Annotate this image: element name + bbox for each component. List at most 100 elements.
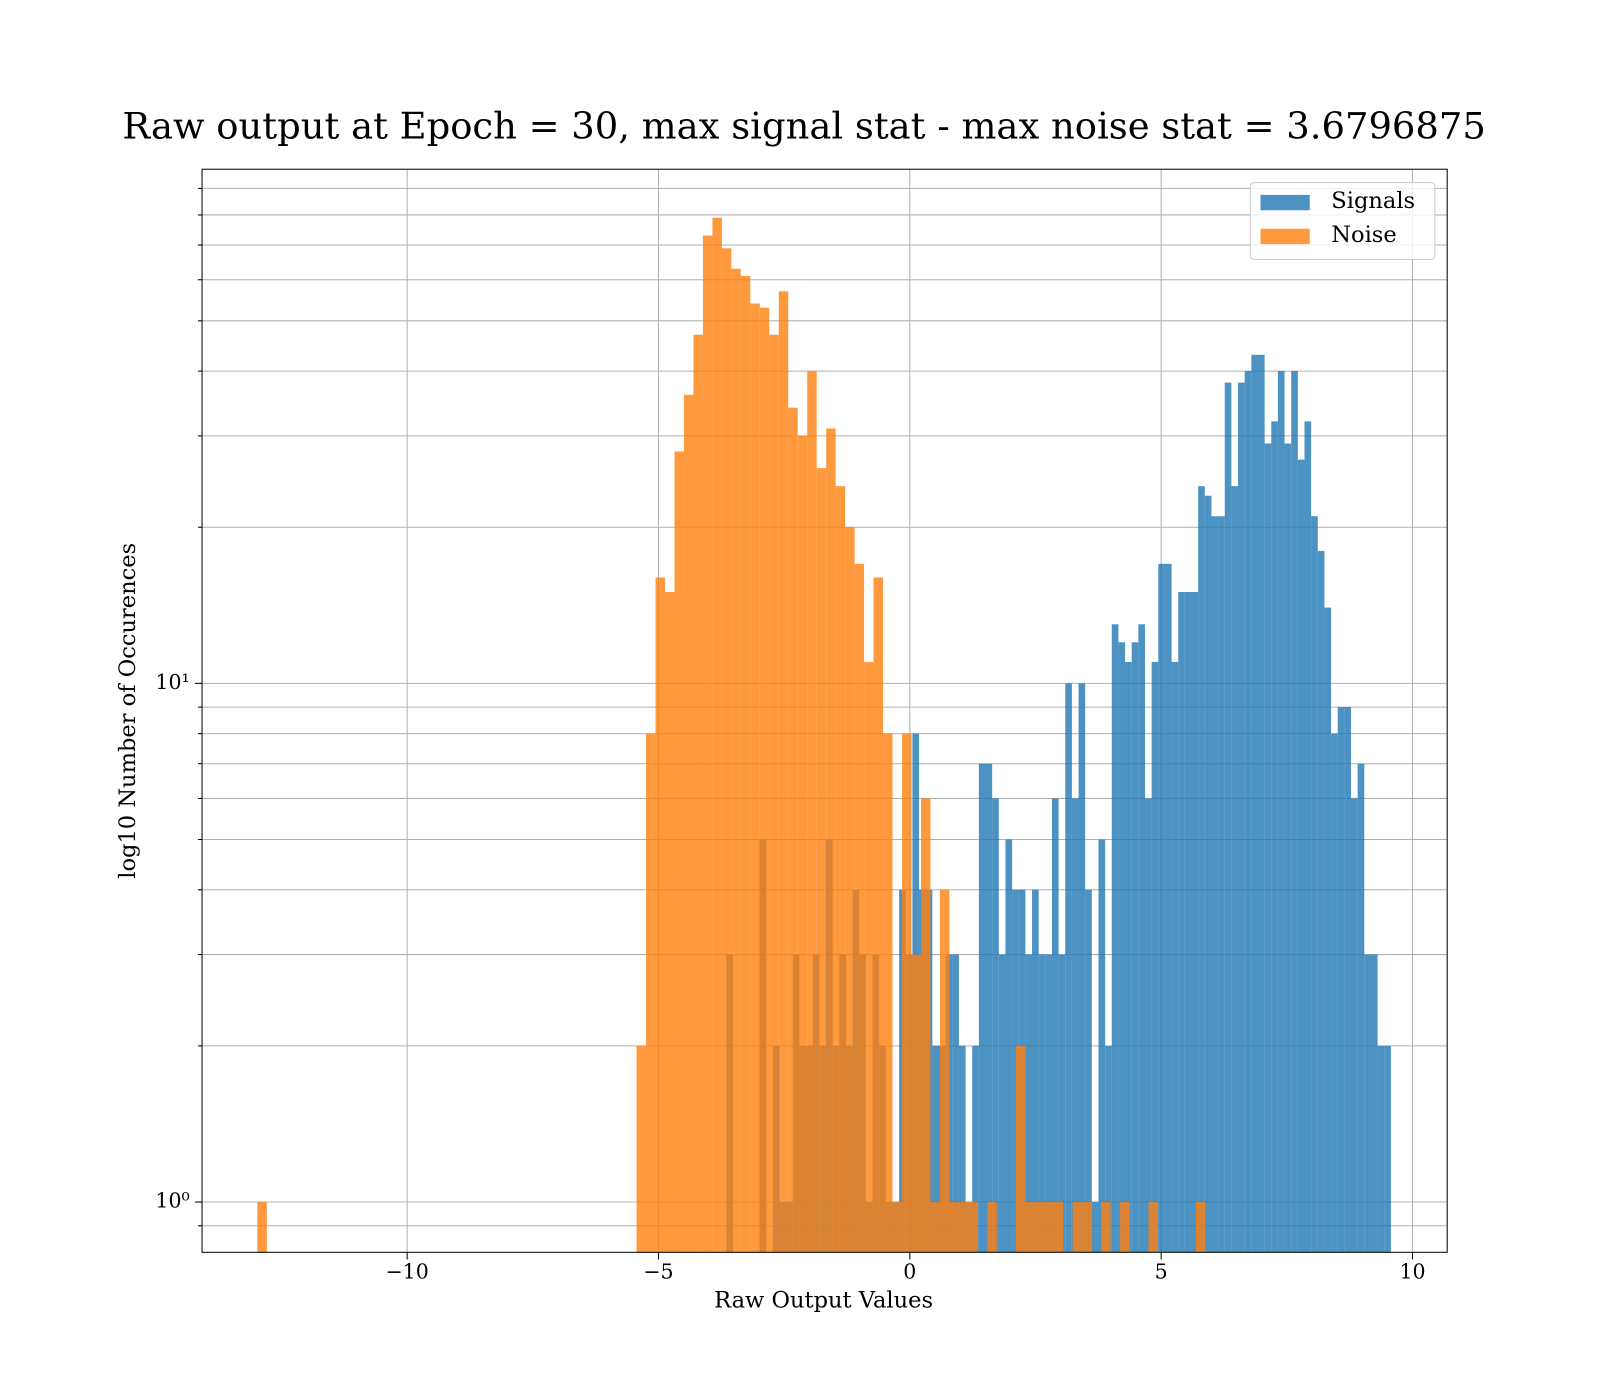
bar [1277,371,1285,1253]
bar [1377,1045,1385,1253]
bar [1238,382,1245,1253]
bar [750,303,760,1253]
bar [1038,954,1046,1253]
bar [1195,1202,1206,1253]
bar [968,1202,978,1253]
bar [998,954,1006,1253]
bar [939,889,950,1253]
y-axis-label: log10 Number of Occurences [115,543,141,879]
bar [987,1202,997,1253]
bar [1331,733,1338,1253]
bar [1158,563,1165,1253]
bar [978,763,986,1253]
bar [826,428,836,1253]
bar [797,435,808,1253]
bar [731,268,741,1253]
bar [1191,592,1199,1253]
bar [1211,516,1219,1253]
bar [1072,1202,1083,1253]
bar [665,592,675,1253]
bar [1145,798,1152,1253]
x-tick-label: 10 [1399,1259,1425,1283]
bar [854,563,865,1253]
y-tick-label: 10⁰ [155,1189,189,1213]
bar [1148,1202,1158,1253]
bar [1034,1202,1045,1253]
bar [1078,683,1086,1253]
bar [845,527,855,1253]
bar [1257,354,1265,1253]
bar [1120,1202,1130,1253]
bar [1025,954,1033,1253]
bar [1118,642,1126,1253]
bar [1364,954,1371,1253]
bar [1198,486,1205,1253]
bar [721,248,732,1253]
bar [778,291,789,1253]
bar [952,954,959,1253]
bar [932,1045,939,1253]
plot-area [257,217,1391,1253]
bar [1065,683,1072,1253]
bar [1131,642,1139,1253]
bar [683,394,694,1253]
bar [1324,607,1332,1253]
bar [1244,371,1252,1253]
bar [930,1202,940,1253]
chart-title: Raw output at Epoch = 30, max signal sta… [122,105,1486,148]
bar [636,1045,647,1253]
bar [949,1202,959,1253]
bar [1337,707,1345,1253]
bar [1251,354,1258,1253]
bar [1082,1202,1092,1253]
bar [1284,443,1292,1253]
bar [1105,1045,1112,1253]
bar [1171,661,1179,1253]
bar [807,371,817,1253]
bar [1101,1202,1111,1253]
bar [1291,371,1298,1253]
bar [674,451,684,1253]
bar [788,407,798,1253]
legend-swatch [1260,228,1310,245]
bar [1351,798,1358,1253]
x-tick-label: −5 [643,1259,673,1283]
bar [835,486,846,1253]
legend-label: Noise [1331,222,1396,248]
bar [1164,563,1172,1253]
bar [864,661,874,1253]
bar [1071,798,1079,1253]
bar [1304,421,1312,1253]
bar [1012,889,1019,1253]
bar [1297,459,1305,1253]
bar [740,276,751,1253]
bar [1005,839,1013,1253]
plot-frame [201,168,1448,1253]
bar [1044,1202,1054,1253]
bar [892,1202,903,1253]
bar [1085,889,1092,1253]
bar [972,1045,979,1253]
bar [1058,954,1066,1253]
bar [883,733,893,1253]
bar [902,733,912,1253]
bar [1045,954,1052,1253]
bar [1098,839,1106,1253]
x-axis-label: Raw Output Values [714,1288,933,1314]
bar [1264,443,1272,1253]
bar [257,1202,267,1253]
bar [1111,624,1119,1253]
bar [911,954,921,1253]
bar [646,733,656,1253]
y-tick-label: 10¹ [155,670,189,694]
bar [1053,1202,1064,1253]
legend-swatch [1260,194,1310,211]
bar [1384,1045,1391,1253]
bar [873,577,884,1253]
bar [1224,382,1232,1253]
bar [1151,661,1159,1253]
bar [1204,495,1212,1253]
bar [1218,516,1225,1253]
bar [985,763,993,1253]
